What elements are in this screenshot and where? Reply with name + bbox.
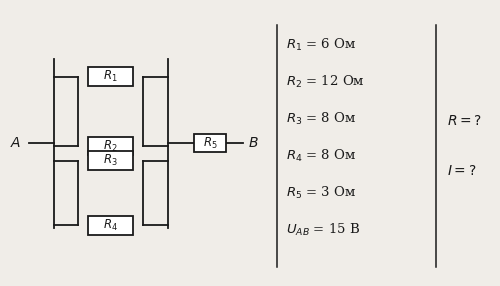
Text: $A$: $A$	[10, 136, 22, 150]
Bar	[88, 151, 133, 170]
Text: $U_{AB}$ = 15 В: $U_{AB}$ = 15 В	[286, 222, 360, 238]
Text: $B$: $B$	[248, 136, 258, 150]
Bar	[88, 216, 133, 235]
Text: $R_{5}$ = 3 Ом: $R_{5}$ = 3 Ом	[286, 185, 356, 201]
Text: $R_{3}$: $R_{3}$	[104, 153, 118, 168]
Text: $R_{3}$ = 8 Ом: $R_{3}$ = 8 Ом	[286, 111, 356, 127]
Text: $R_{1}$: $R_{1}$	[104, 69, 118, 84]
Text: $I = ?$: $I = ?$	[448, 164, 477, 178]
Text: $R_{2}$ = 12 Ом: $R_{2}$ = 12 Ом	[286, 74, 365, 90]
Text: $R_{4}$ = 8 Ом: $R_{4}$ = 8 Ом	[286, 148, 356, 164]
Bar	[88, 136, 133, 155]
Bar	[88, 67, 133, 86]
Text: $R_{1}$ = 6 Ом: $R_{1}$ = 6 Ом	[286, 36, 356, 53]
Bar	[194, 134, 226, 152]
Text: $R_{2}$: $R_{2}$	[104, 138, 118, 154]
Text: $R_{4}$: $R_{4}$	[104, 218, 118, 233]
Text: $R_5$: $R_5$	[203, 136, 218, 150]
Text: $R = ?$: $R = ?$	[448, 114, 482, 128]
